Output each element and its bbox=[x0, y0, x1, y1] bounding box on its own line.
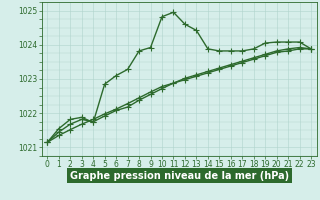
X-axis label: Graphe pression niveau de la mer (hPa): Graphe pression niveau de la mer (hPa) bbox=[70, 171, 289, 181]
